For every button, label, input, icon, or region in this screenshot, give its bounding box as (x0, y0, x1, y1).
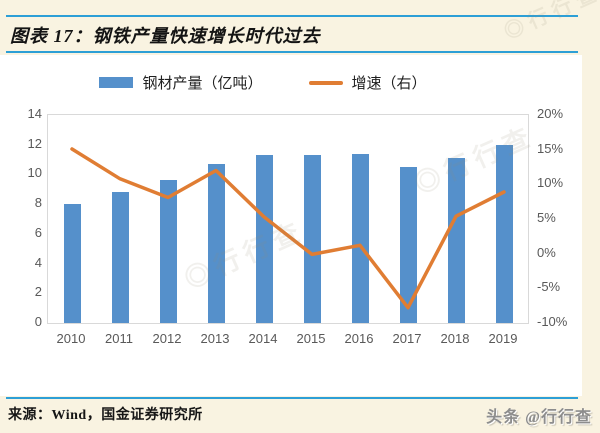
x-axis-label-2010: 2010 (56, 331, 86, 346)
bar-2010 (63, 204, 81, 323)
left-axis-tick: 2 (34, 284, 42, 300)
legend-item-growth: 增速（右） (308, 72, 427, 93)
legend-label-production: 钢材产量（亿吨） (142, 75, 263, 92)
line-series-swatch (308, 80, 343, 85)
bar-2017 (399, 167, 417, 323)
x-axis-label-2016: 2016 (344, 331, 374, 346)
bar-2015 (303, 155, 321, 323)
bar-series-swatch (99, 77, 134, 88)
legend-item-production: 钢材产量（亿吨） (99, 72, 263, 93)
left-axis-tick: 4 (34, 254, 42, 270)
left-axis-tick: 6 (34, 224, 42, 240)
right-axis-tick: 5% (537, 210, 556, 225)
x-axis-label-2019: 2019 (488, 331, 518, 346)
right-axis-tick: 10% (537, 175, 564, 191)
title-underline-rule (6, 51, 578, 53)
brand-stamp: 头条 @行行查 (486, 409, 592, 426)
x-axis-label-2015: 2015 (296, 331, 326, 346)
x-axis-label-2014: 2014 (248, 331, 278, 346)
bar-2012 (159, 180, 177, 323)
bar-2014 (255, 155, 273, 323)
x-axis-label-2018: 2018 (440, 331, 470, 346)
bar-2011 (111, 192, 129, 323)
right-axis-tick: -5% (537, 279, 561, 295)
bar-2013 (207, 164, 225, 323)
bottom-rule (6, 397, 578, 399)
bar-2016 (351, 153, 369, 323)
x-axis-label-2013: 2013 (200, 331, 230, 346)
growth-line (70, 147, 506, 310)
x-axis-label-2011: 2011 (105, 331, 133, 346)
x-axis-label-2012: 2012 (152, 331, 182, 346)
bar-2019 (495, 144, 513, 323)
figure-title: 图表 17：钢铁产量快速增长时代过去 (10, 26, 321, 46)
left-axis-tick: 8 (34, 195, 42, 211)
right-axis-tick: 15% (537, 140, 564, 156)
right-axis-tick: 20% (537, 106, 564, 121)
right-axis-tick: 0% (537, 244, 556, 260)
left-axis-tick: 10 (27, 165, 42, 181)
source-note: 来源：Wind，国金证券研究所 (8, 408, 203, 423)
left-axis-tick: 0 (34, 314, 42, 329)
plot-area (47, 114, 529, 324)
x-axis-label-2017: 2017 (392, 331, 422, 346)
chart-legend: 钢材产量（亿吨） 增速（右） (0, 72, 526, 93)
legend-label-growth: 增速（右） (351, 75, 427, 92)
left-axis-tick: 14 (27, 106, 42, 121)
watermark: ◎行行查 (501, 0, 600, 44)
left-axis-tick: 12 (27, 135, 42, 151)
top-rule (6, 15, 578, 17)
right-axis-tick: -10% (537, 314, 568, 329)
bar-2018 (447, 158, 465, 323)
